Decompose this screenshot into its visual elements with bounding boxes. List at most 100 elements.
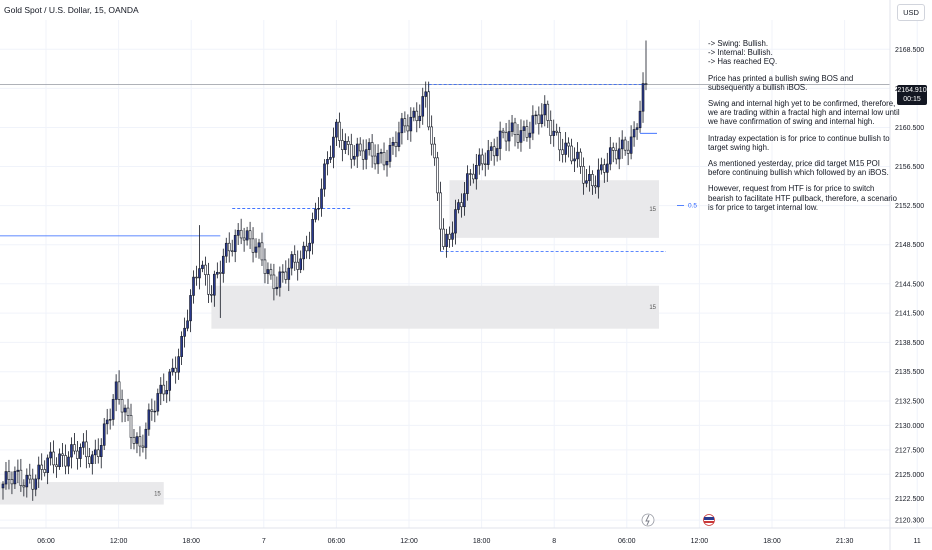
candle-body[interactable]	[605, 163, 609, 173]
candle-body[interactable]	[168, 371, 172, 391]
candle-body[interactable]	[391, 142, 395, 146]
candle-body[interactable]	[275, 287, 279, 290]
candle-body[interactable]	[537, 114, 541, 124]
candle-body[interactable]	[230, 250, 234, 252]
candle-body[interactable]	[379, 152, 383, 154]
dividend-icon[interactable]	[641, 513, 655, 527]
candle-body[interactable]	[302, 245, 305, 260]
candle-body[interactable]	[174, 367, 177, 373]
candle-body[interactable]	[504, 132, 508, 142]
candle-body[interactable]	[344, 140, 347, 150]
candle-body[interactable]	[603, 164, 606, 173]
candle-body[interactable]	[382, 152, 386, 166]
candle-body[interactable]	[201, 264, 204, 269]
candle-body[interactable]	[317, 208, 320, 210]
candle-body[interactable]	[108, 419, 112, 421]
candle-body[interactable]	[445, 233, 448, 247]
candle-body[interactable]	[486, 150, 490, 165]
candle-body[interactable]	[52, 451, 55, 466]
candle-body[interactable]	[13, 471, 17, 485]
candle-body[interactable]	[67, 456, 70, 467]
candle-body[interactable]	[400, 118, 404, 134]
candle-body[interactable]	[528, 132, 532, 138]
candle-body[interactable]	[433, 143, 436, 159]
candle-body[interactable]	[629, 136, 633, 154]
candle-body[interactable]	[451, 232, 454, 240]
candle-body[interactable]	[561, 149, 564, 155]
candle-body[interactable]	[314, 208, 317, 220]
candle-body[interactable]	[546, 103, 550, 121]
candle-body[interactable]	[76, 450, 79, 459]
candle-body[interactable]	[582, 166, 585, 184]
candle-body[interactable]	[186, 320, 189, 329]
candle-body[interactable]	[126, 407, 130, 416]
candle-body[interactable]	[388, 145, 392, 162]
candle-body[interactable]	[597, 169, 600, 188]
candle-body[interactable]	[460, 202, 463, 208]
candle-body[interactable]	[335, 121, 338, 138]
candle-body[interactable]	[361, 150, 365, 160]
candle-body[interactable]	[644, 83, 648, 85]
candle-body[interactable]	[111, 399, 115, 420]
candle-body[interactable]	[269, 269, 273, 276]
candle-body[interactable]	[272, 274, 276, 290]
candle-body[interactable]	[611, 147, 615, 151]
candle-body[interactable]	[210, 294, 213, 296]
candle-body[interactable]	[132, 437, 136, 444]
candle-body[interactable]	[576, 151, 579, 160]
candle-body[interactable]	[123, 407, 127, 413]
candle-body[interactable]	[439, 192, 442, 230]
candle-body[interactable]	[632, 129, 636, 138]
candle-body[interactable]	[427, 91, 431, 128]
candle-body[interactable]	[600, 164, 603, 171]
candle-body[interactable]	[579, 151, 582, 167]
candle-body[interactable]	[85, 441, 88, 458]
candle-body[interactable]	[489, 146, 493, 151]
candle-body[interactable]	[204, 264, 207, 275]
candle-body[interactable]	[472, 173, 475, 180]
candle-body[interactable]	[61, 453, 64, 456]
candle-body[interactable]	[290, 254, 294, 269]
candle-body[interactable]	[99, 445, 103, 457]
candle-body[interactable]	[543, 103, 547, 116]
candle-body[interactable]	[418, 115, 422, 122]
candle-body[interactable]	[227, 242, 231, 252]
candle-body[interactable]	[492, 146, 496, 157]
candle-body[interactable]	[1, 483, 5, 489]
candle-body[interactable]	[213, 273, 216, 296]
candle-body[interactable]	[245, 230, 249, 241]
candle-body[interactable]	[43, 469, 46, 473]
candle-body[interactable]	[516, 134, 520, 143]
candle-body[interactable]	[156, 393, 160, 412]
candle-body[interactable]	[614, 150, 618, 160]
candle-body[interactable]	[558, 132, 561, 151]
candle-body[interactable]	[25, 474, 29, 488]
candle-body[interactable]	[159, 384, 163, 394]
candle-body[interactable]	[233, 235, 237, 252]
candle-body[interactable]	[207, 274, 210, 295]
candle-body[interactable]	[147, 409, 151, 430]
candle-body[interactable]	[150, 409, 154, 412]
candle-body[interactable]	[376, 153, 380, 165]
candle-body[interactable]	[73, 444, 76, 452]
candle-body[interactable]	[251, 238, 255, 253]
candle-body[interactable]	[570, 145, 573, 162]
candle-body[interactable]	[475, 165, 478, 180]
candle-body[interactable]	[37, 464, 41, 480]
candle-body[interactable]	[153, 410, 157, 413]
candle-body[interactable]	[436, 157, 439, 194]
candle-body[interactable]	[16, 469, 20, 472]
candle-body[interactable]	[638, 110, 642, 129]
candle-body[interactable]	[341, 140, 344, 150]
candle-body[interactable]	[641, 83, 645, 112]
candle-body[interactable]	[594, 185, 597, 188]
candle-body[interactable]	[55, 464, 58, 467]
candle-body[interactable]	[49, 451, 52, 459]
candle-body[interactable]	[466, 173, 469, 194]
candle-body[interactable]	[480, 154, 484, 165]
candle-body[interactable]	[19, 469, 23, 486]
candle-body[interactable]	[40, 464, 44, 470]
candle-body[interactable]	[183, 327, 186, 337]
candle-body[interactable]	[573, 158, 576, 162]
candle-body[interactable]	[10, 479, 14, 485]
